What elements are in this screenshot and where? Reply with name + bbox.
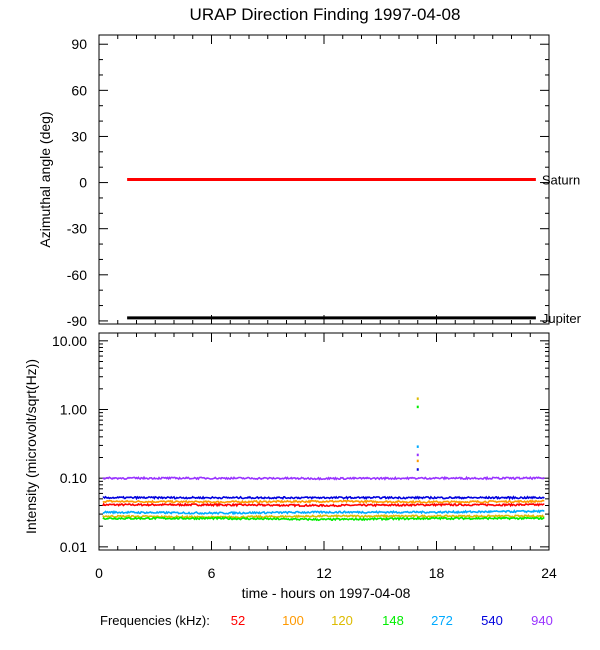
series-label-jupiter: Jupiter bbox=[542, 311, 582, 326]
series-trace-100 bbox=[102, 499, 545, 505]
y-tick-label: 1.00 bbox=[60, 402, 87, 418]
series-trace-148 bbox=[102, 516, 545, 522]
spike-point bbox=[416, 405, 419, 409]
intensity-panel: 10.00 1.00 0.10 0.01 0 6 12 18 24 Intensity (micr… bbox=[23, 332, 557, 581]
series-trace-52 bbox=[102, 502, 545, 508]
chart-title: URAP Direction Finding 1997-04-08 bbox=[190, 5, 461, 24]
legend-entry-148: 148 bbox=[382, 613, 404, 628]
y-tick-label: -60 bbox=[67, 267, 87, 283]
azimuth-panel: 90 60 30 0 -30 -60 -90 Azimuthal angle (deg) Sat… bbox=[37, 34, 582, 329]
x-axis-label: time - hours on 1997-04-08 bbox=[242, 585, 411, 601]
azimuth-y-label: Azimuthal angle (deg) bbox=[37, 111, 53, 247]
spike-point bbox=[416, 459, 419, 463]
legend-entry-52: 52 bbox=[231, 613, 245, 628]
y-tick-label: 0.01 bbox=[60, 539, 87, 555]
spike-point bbox=[416, 397, 419, 400]
series-trace-120 bbox=[102, 513, 545, 520]
series-trace-540 bbox=[102, 495, 545, 501]
legend-entry-120: 120 bbox=[331, 613, 353, 628]
y-tick-label: -90 bbox=[67, 313, 87, 329]
spike-point bbox=[416, 445, 419, 448]
y-tick-label: 30 bbox=[71, 128, 87, 144]
series-label-saturn: Saturn bbox=[542, 173, 580, 188]
y-tick-label: 10.00 bbox=[52, 333, 87, 349]
y-tick-label: 90 bbox=[71, 36, 87, 52]
series-trace-940 bbox=[102, 475, 545, 481]
y-tick-label: 0.10 bbox=[60, 470, 87, 486]
x-tick-label: 18 bbox=[429, 565, 445, 581]
series-trace-272 bbox=[102, 509, 545, 516]
spike-point bbox=[416, 468, 419, 471]
y-tick-label: 60 bbox=[71, 82, 87, 98]
frequency-legend: Frequencies (kHz): 52 100 120 148 272 540 940 bbox=[100, 613, 553, 628]
y-tick-label: 0 bbox=[79, 175, 87, 191]
spike-point bbox=[416, 453, 419, 457]
y-tick-label: -30 bbox=[67, 221, 87, 237]
x-tick-label: 0 bbox=[95, 565, 103, 581]
legend-entry-100: 100 bbox=[282, 613, 304, 628]
legend-entry-940: 940 bbox=[531, 613, 553, 628]
intensity-y-label: Intensity (microvolt/sqrt(Hz)) bbox=[23, 359, 39, 534]
legend-entry-272: 272 bbox=[431, 613, 453, 628]
x-tick-label: 12 bbox=[316, 565, 332, 581]
x-tick-label: 6 bbox=[208, 565, 216, 581]
legend-entry-540: 540 bbox=[481, 613, 503, 628]
legend-title: Frequencies (kHz): bbox=[100, 613, 210, 628]
x-tick-label: 24 bbox=[541, 565, 557, 581]
